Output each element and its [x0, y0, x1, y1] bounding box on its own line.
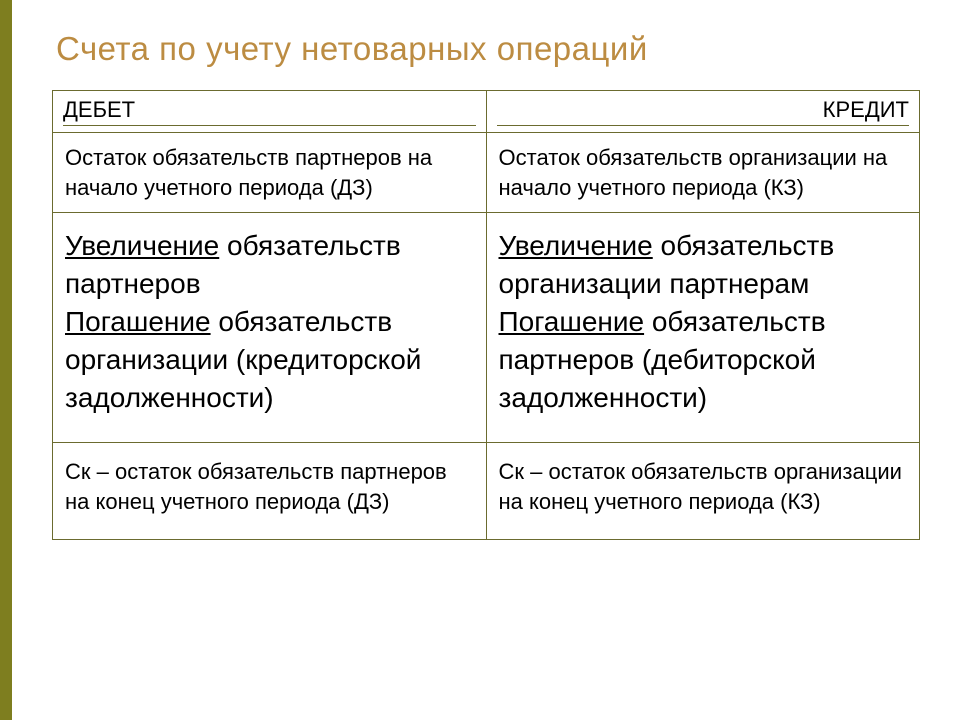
header-credit: КРЕДИТ: [823, 97, 909, 122]
table-row: Ск – остаток обязательств партнеров на к…: [53, 443, 920, 539]
table-row: Остаток обязательств партнеров на начало…: [53, 133, 920, 213]
slide-title: Счета по учету нетоварных операций: [56, 30, 920, 68]
cell-opening-debit: Остаток обязательств партнеров на начало…: [53, 133, 487, 213]
accounts-table: ДЕБЕТ КРЕДИТ Остаток обязательств партне…: [52, 90, 920, 540]
cell-closing-credit: Ск – остаток обязательств организации на…: [486, 443, 920, 539]
slide-body: Счета по учету нетоварных операций ДЕБЕТ…: [12, 0, 960, 720]
cell-turnover-debit: Увеличение обязательств партнеров Погаше…: [53, 213, 487, 443]
cell-closing-debit: Ск – остаток обязательств партнеров на к…: [53, 443, 487, 539]
table-header-row: ДЕБЕТ КРЕДИТ: [53, 91, 920, 133]
cell-opening-credit: Остаток обязательств организации на нача…: [486, 133, 920, 213]
header-debit: ДЕБЕТ: [63, 97, 135, 122]
accent-stripe: [0, 0, 12, 720]
cell-turnover-credit: Увеличение обязательств организации парт…: [486, 213, 920, 443]
table-row: Увеличение обязательств партнеров Погаше…: [53, 213, 920, 443]
